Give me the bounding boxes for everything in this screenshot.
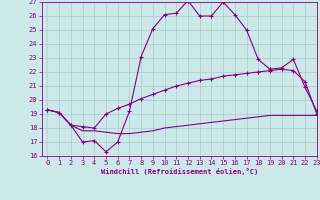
- X-axis label: Windchill (Refroidissement éolien,°C): Windchill (Refroidissement éolien,°C): [100, 168, 258, 175]
